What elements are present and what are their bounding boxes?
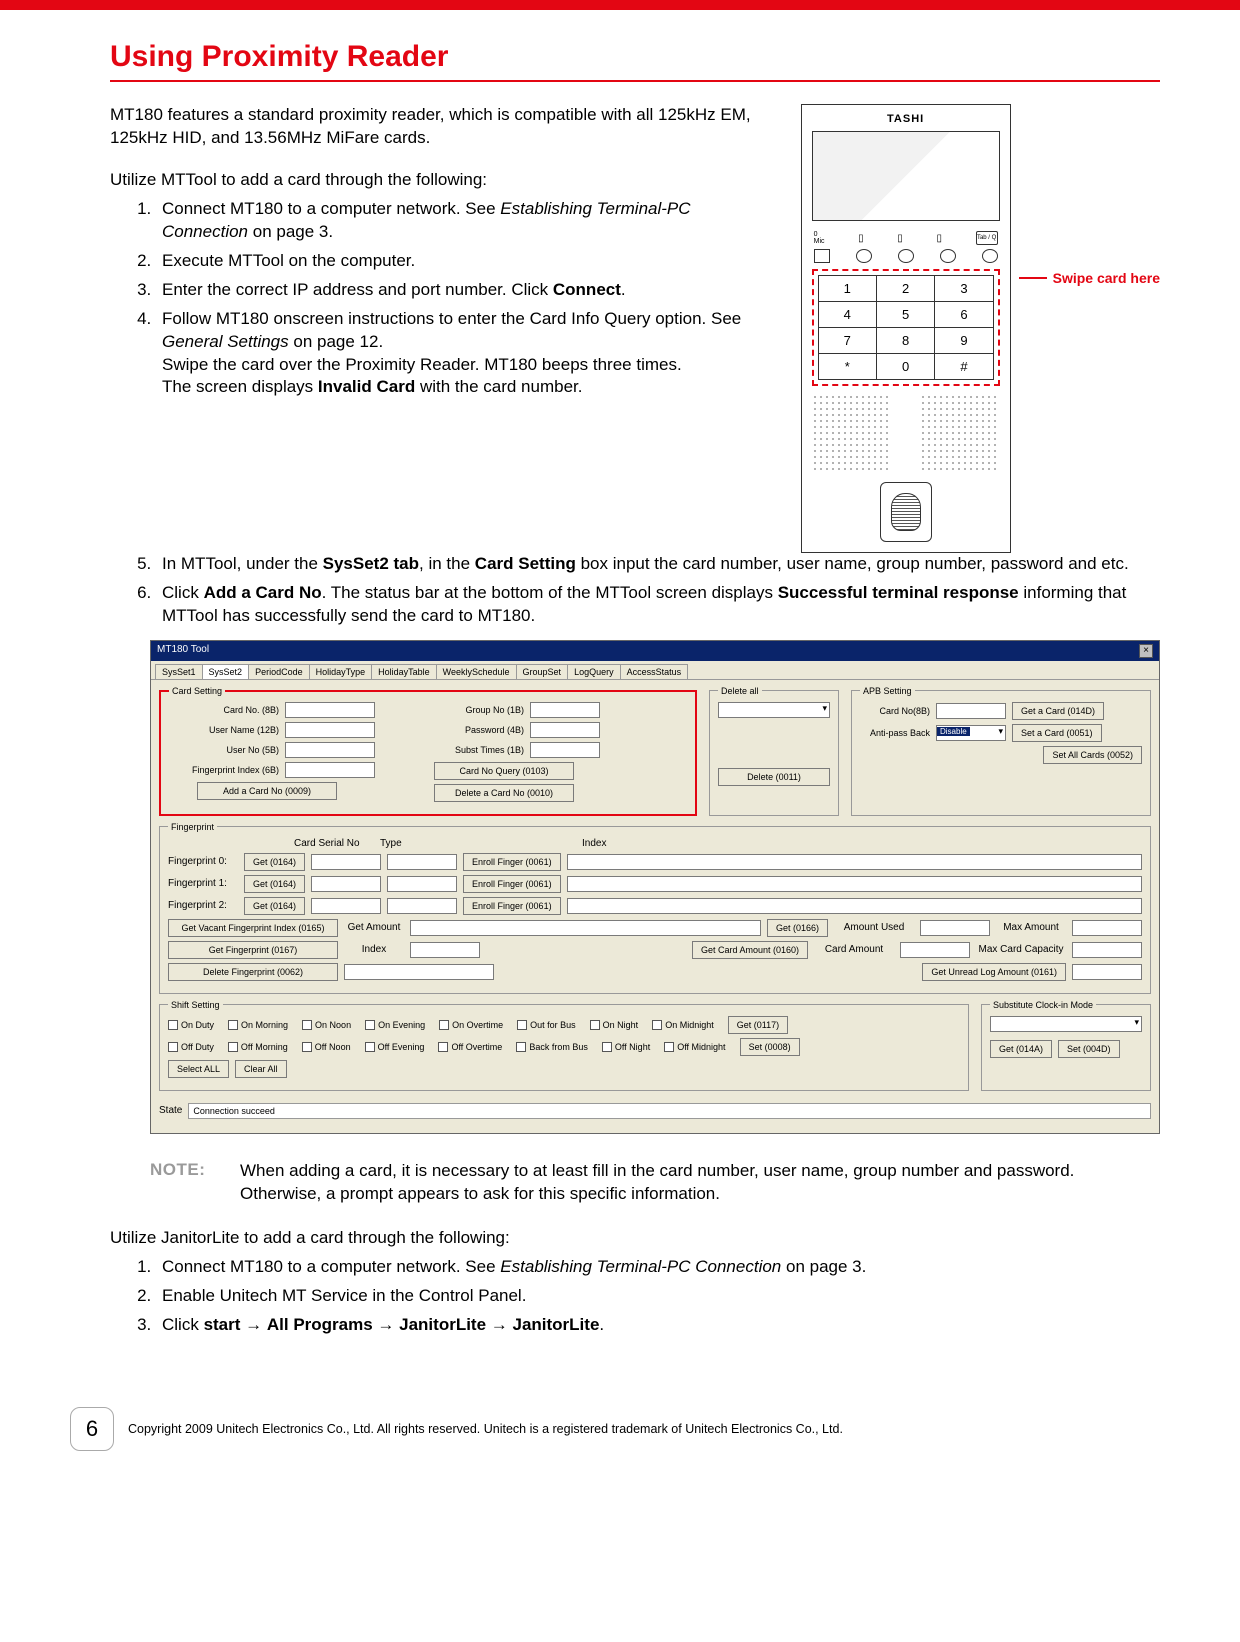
note-text: When adding a card, it is necessary to a… [240, 1160, 1160, 1206]
delete-all-select[interactable] [718, 702, 830, 718]
mttool-body: Card Setting Card No. (8B) User Name (12… [151, 680, 1159, 1133]
tab-periodcode[interactable]: PeriodCode [248, 664, 310, 679]
card-no-input[interactable] [285, 702, 375, 718]
tab-holidaytable[interactable]: HolidayTable [371, 664, 437, 679]
fp0-enroll-button[interactable]: Enroll Finger (0061) [463, 853, 561, 871]
tab-icon: Tab / Q [976, 231, 998, 245]
del-fp-button[interactable]: Delete Fingerprint (0062) [168, 963, 338, 981]
card-setting-group: Card Setting Card No. (8B) User Name (12… [159, 686, 697, 816]
card-query-button[interactable]: Card No Query (0103) [434, 762, 574, 780]
fingerprint-sensor-icon [880, 482, 932, 542]
status-bar: Connection succeed [188, 1103, 1151, 1119]
shift-get-button[interactable]: Get (0117) [728, 1016, 788, 1034]
user-no-input[interactable] [285, 742, 375, 758]
shift-setting-group: Shift Setting On Duty On Morning On Noon… [159, 1000, 969, 1091]
window-titlebar: MT180 Tool × [151, 641, 1159, 661]
page: Using Proximity Reader MT180 features a … [0, 10, 1240, 1471]
janitor-lead: Utilize JanitorLite to add a card throug… [110, 1228, 1160, 1248]
step-4: Follow MT180 onscreen instructions to en… [156, 308, 781, 400]
step-1: Connect MT180 to a computer network. See… [156, 198, 781, 244]
fp1-get-button[interactable]: Get (0164) [244, 875, 305, 893]
fp2-get-button[interactable]: Get (0164) [244, 897, 305, 915]
get-card-amt-button[interactable]: Get Card Amount (0160) [692, 941, 808, 959]
note-row: NOTE: When adding a card, it is necessar… [110, 1160, 1160, 1206]
device-illustration: TASHI 0Mic ▯▯▯ Tab / Q 123 456 789 *0# [801, 104, 1011, 553]
fingerprint-group: Fingerprint Card Serial NoTypeIndex Fing… [159, 822, 1151, 994]
mttool-steps: Connect MT180 to a computer network. See… [110, 198, 781, 400]
add-card-button[interactable]: Add a Card No (0009) [197, 782, 337, 800]
mttool-steps-continued: In MTTool, under the SysSet2 tab, in the… [110, 553, 1160, 628]
fp-index-input[interactable] [285, 762, 375, 778]
tab-logquery[interactable]: LogQuery [567, 664, 621, 679]
tab-holidaytype[interactable]: HolidayType [309, 664, 373, 679]
clear-all-button[interactable]: Clear All [235, 1060, 287, 1078]
apb-setall-button[interactable]: Set All Cards (0052) [1043, 746, 1142, 764]
fp2-enroll-button[interactable]: Enroll Finger (0061) [463, 897, 561, 915]
swipe-label: Swipe card here [1053, 270, 1160, 286]
speaker-grid [812, 394, 1000, 474]
unread-log-button[interactable]: Get Unread Log Amount (0161) [922, 963, 1066, 981]
footer: 6 Copyright 2009 Unitech Electronics Co.… [70, 1407, 1160, 1451]
intro-text: MT180 features a standard proximity read… [110, 104, 781, 150]
sub-clock-select[interactable] [990, 1016, 1142, 1032]
device-screen [812, 131, 1000, 221]
keypad-highlight: 123 456 789 *0# [812, 269, 1000, 386]
apb-set-button[interactable]: Set a Card (0051) [1012, 724, 1102, 742]
delete-card-button[interactable]: Delete a Card No (0010) [434, 784, 574, 802]
step-6: Click Add a Card No. The status bar at t… [156, 582, 1160, 628]
vacant-fp-button[interactable]: Get Vacant Fingerprint Index (0165) [168, 919, 338, 937]
sub-get-button[interactable]: Get (014A) [990, 1040, 1052, 1058]
device-icon-row: 0Mic ▯▯▯ Tab / Q [812, 231, 1000, 245]
window-title: MT180 Tool [157, 644, 209, 658]
top-bar [0, 0, 1240, 10]
apb-card-input[interactable] [936, 703, 1006, 719]
mttool-lead: Utilize MTTool to add a card through the… [110, 170, 781, 190]
user-name-input[interactable] [285, 722, 375, 738]
password-input[interactable] [530, 722, 600, 738]
page-title: Using Proximity Reader [110, 40, 1160, 82]
swipe-callout: Swipe card here [1019, 270, 1160, 286]
apb-group: APB Setting Card No(8B)Get a Card (014D)… [851, 686, 1151, 816]
step-2: Execute MTTool on the computer. [156, 250, 781, 273]
chk-on-duty[interactable]: On Duty [168, 1020, 214, 1030]
janitor-steps: Connect MT180 to a computer network. See… [110, 1256, 1160, 1337]
device-wrap: TASHI 0Mic ▯▯▯ Tab / Q 123 456 789 *0# [801, 104, 1160, 553]
page-number: 6 [70, 1407, 114, 1451]
j-step-1: Connect MT180 to a computer network. See… [156, 1256, 1160, 1279]
group-no-input[interactable] [530, 702, 600, 718]
delete-all-button[interactable]: Delete (0011) [718, 768, 830, 786]
tab-accessstatus[interactable]: AccessStatus [620, 664, 689, 679]
tab-sysset2[interactable]: SysSet2 [202, 664, 250, 679]
note-label: NOTE: [150, 1160, 220, 1206]
select-all-button[interactable]: Select ALL [168, 1060, 229, 1078]
mttool-window: MT180 Tool × SysSet1SysSet2PeriodCodeHol… [150, 640, 1160, 1134]
sub-set-button[interactable]: Set (004D) [1058, 1040, 1120, 1058]
subst-input[interactable] [530, 742, 600, 758]
tab-sysset1[interactable]: SysSet1 [155, 664, 203, 679]
top-layout: MT180 features a standard proximity read… [110, 104, 1160, 553]
tab-weeklyschedule[interactable]: WeeklySchedule [436, 664, 517, 679]
copyright: Copyright 2009 Unitech Electronics Co., … [128, 1422, 843, 1436]
fp0-get-button[interactable]: Get (0164) [244, 853, 305, 871]
antipass-select[interactable]: Disable [936, 725, 1006, 741]
get-fp-button[interactable]: Get Fingerprint (0167) [168, 941, 338, 959]
shift-set-button[interactable]: Set (0008) [740, 1038, 800, 1056]
step-5: In MTTool, under the SysSet2 tab, in the… [156, 553, 1160, 576]
step-3: Enter the correct IP address and port nu… [156, 279, 781, 302]
fp1-enroll-button[interactable]: Enroll Finger (0061) [463, 875, 561, 893]
keypad: 123 456 789 *0# [818, 275, 994, 380]
delete-all-group: Delete all Delete (0011) [709, 686, 839, 816]
j-step-3: Click start → All Programs → JanitorLite… [156, 1314, 1160, 1337]
j-step-2: Enable Unitech MT Service in the Control… [156, 1285, 1160, 1308]
tab-bar: SysSet1SysSet2PeriodCodeHolidayTypeHolid… [151, 661, 1159, 680]
apb-get-button[interactable]: Get a Card (014D) [1012, 702, 1104, 720]
device-brand: TASHI [812, 113, 1000, 125]
left-column: MT180 features a standard proximity read… [110, 104, 781, 553]
close-icon[interactable]: × [1139, 644, 1153, 658]
tab-groupset[interactable]: GroupSet [516, 664, 569, 679]
get-0166-button[interactable]: Get (0166) [767, 919, 828, 937]
substitute-clock-group: Substitute Clock-in Mode Get (014A)Set (… [981, 1000, 1151, 1091]
device-circle-row [812, 249, 1000, 269]
